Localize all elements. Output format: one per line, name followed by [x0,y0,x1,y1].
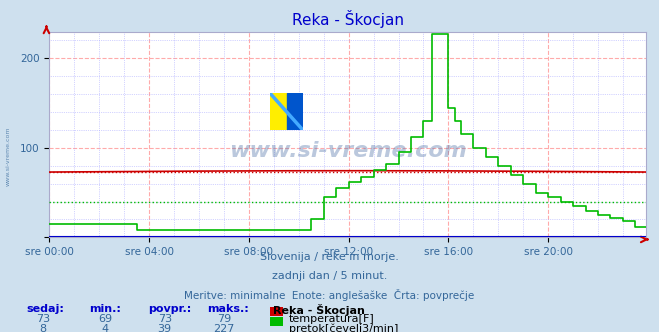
Title: Reka - Škocjan: Reka - Škocjan [292,10,403,28]
Text: Slovenija / reke in morje.: Slovenija / reke in morje. [260,252,399,262]
Bar [270,93,287,130]
Text: Meritve: minimalne  Enote: anglešaške  Črta: povprečje: Meritve: minimalne Enote: anglešaške Črt… [185,289,474,301]
Text: www.si-vreme.com: www.si-vreme.com [229,141,467,161]
Text: 69: 69 [98,314,113,324]
Text: maks.:: maks.: [208,304,249,314]
Text: pretok[čevelj3/min]: pretok[čevelj3/min] [289,324,398,332]
Text: povpr.:: povpr.: [148,304,192,314]
Text: 4: 4 [102,324,109,332]
Bar [287,93,303,130]
Text: www.si-vreme.com: www.si-vreme.com [5,126,11,186]
Text: 39: 39 [158,324,172,332]
Text: sedaj:: sedaj: [26,304,64,314]
Text: 79: 79 [217,314,231,324]
Text: Reka - Škocjan: Reka - Škocjan [273,304,365,316]
Text: min.:: min.: [89,304,121,314]
Text: 227: 227 [214,324,235,332]
Text: 73: 73 [158,314,172,324]
Text: zadnji dan / 5 minut.: zadnji dan / 5 minut. [272,271,387,281]
Text: temperatura[F]: temperatura[F] [289,314,374,324]
Text: 73: 73 [36,314,50,324]
Text: 8: 8 [40,324,46,332]
